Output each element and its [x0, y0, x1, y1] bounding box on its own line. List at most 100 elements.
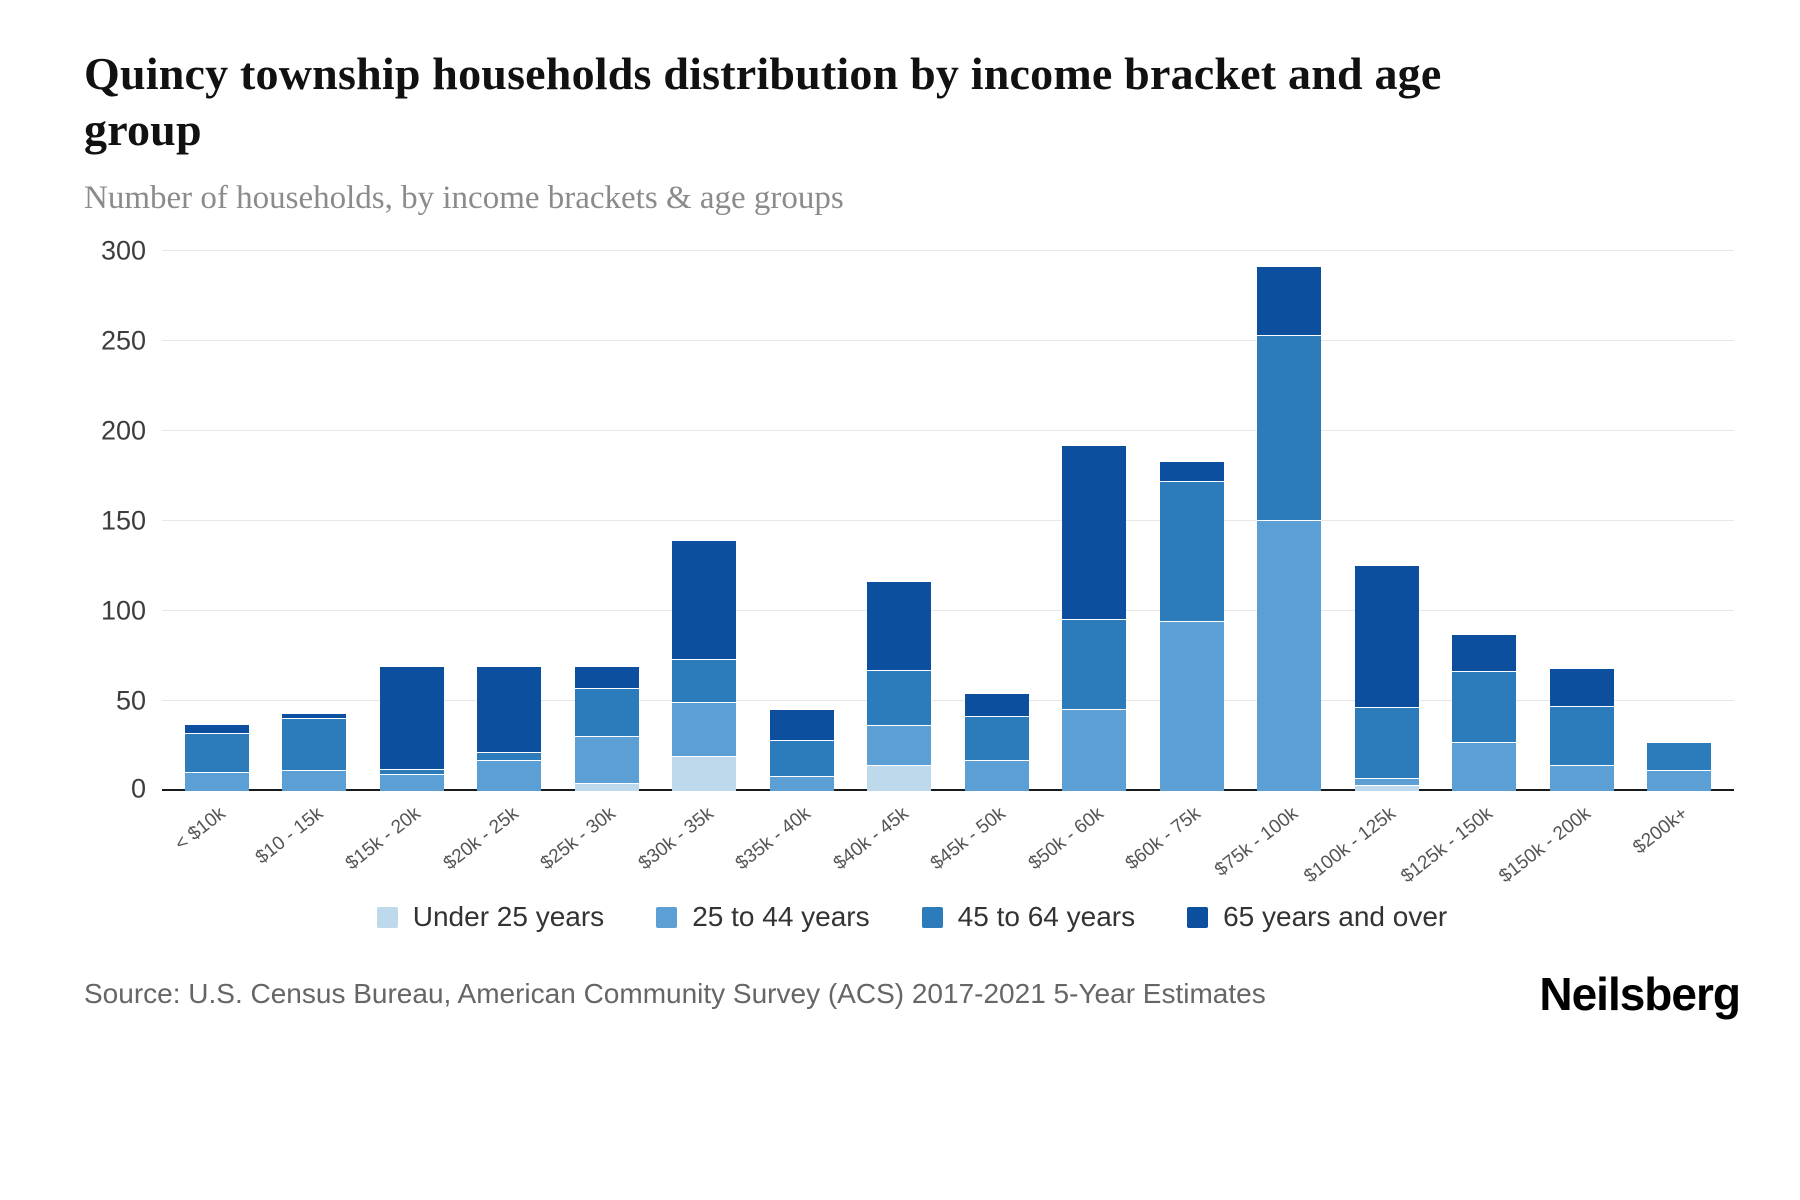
gridline	[162, 340, 1734, 342]
plot-area: 0 50 100 150 200 250 300	[101, 236, 1734, 804]
bar-slot	[1046, 251, 1144, 792]
bar-segment	[574, 667, 639, 689]
chart-subtitle: Number of households, by income brackets…	[84, 180, 844, 217]
bar-segment	[1062, 710, 1127, 792]
bar-segment	[477, 667, 542, 754]
bar-segment	[574, 737, 639, 785]
bar-segment	[769, 776, 834, 792]
legend-item: 65 years and over	[1187, 901, 1447, 933]
stacked-bar	[574, 667, 639, 792]
bar-segment	[1257, 335, 1322, 522]
stacked-bar	[867, 582, 932, 792]
x-axis-labels: < $10k $10 - 15k $15k - 20k $20k - 25k $25k …	[162, 791, 1734, 887]
y-tick-label: 250	[100, 325, 146, 356]
bar-segment	[1452, 634, 1517, 673]
bar-segment	[1159, 622, 1224, 792]
bar-segment	[1159, 481, 1224, 623]
bar-slot	[656, 251, 754, 792]
bar-slot	[1631, 251, 1729, 792]
bar-segment	[672, 757, 737, 792]
gridline	[162, 520, 1734, 522]
source-attribution: Source: U.S. Census Bureau, American Com…	[84, 978, 1266, 1010]
bar-segment	[867, 582, 932, 671]
stacked-bar	[184, 724, 249, 792]
bar-segment	[1354, 785, 1419, 792]
bar-segment	[1452, 672, 1517, 743]
x-label-slot: $25k - 30k	[537, 791, 656, 883]
legend-item: Under 25 years	[376, 901, 605, 933]
bar-segment	[1354, 566, 1419, 709]
chart-title: Quincy township households distribution …	[84, 48, 1442, 156]
legend-label: 65 years and over	[1223, 901, 1448, 933]
bar-slot	[1436, 251, 1534, 792]
stacked-bar	[1062, 445, 1127, 792]
bar-segment	[867, 766, 932, 792]
bar-segment	[379, 769, 444, 776]
x-label-slot: $40k - 45k	[829, 791, 949, 883]
gridline	[162, 610, 1734, 612]
bar-slot	[753, 251, 851, 792]
stacked-bar	[1354, 566, 1419, 792]
bar-segment	[1257, 267, 1322, 336]
bars-container	[162, 251, 1734, 792]
stacked-bar	[1549, 668, 1614, 792]
bar-segment	[964, 694, 1029, 718]
bar-segment	[1062, 620, 1127, 711]
bar-segment	[477, 760, 542, 792]
neilsberg-logo: Neilsberg	[1539, 968, 1741, 1021]
bar-slot	[851, 251, 949, 792]
stacked-bar	[1159, 461, 1224, 792]
x-label-slot: $200k+	[1629, 791, 1729, 883]
gridline	[162, 250, 1734, 252]
x-label-slot: $150k - 200k	[1495, 791, 1631, 887]
stacked-bar	[1257, 267, 1322, 792]
bar-segment	[672, 541, 737, 660]
stacked-bar	[477, 667, 542, 792]
stacked-bar	[769, 710, 834, 792]
bar-slot	[558, 251, 656, 792]
bar-segment	[1647, 742, 1712, 772]
bar-slot	[1533, 251, 1631, 792]
stacked-bar-chart: 0 50 100 150 200 250 300 < $10k $10 - 15k $15k -…	[84, 236, 1740, 933]
x-label-slot: $10 - 15k	[252, 791, 364, 883]
bar-segment	[379, 775, 444, 792]
stacked-bar	[1647, 742, 1712, 792]
y-tick-label: 200	[100, 415, 146, 446]
bar-slot	[1241, 251, 1339, 792]
legend-label: 45 to 64 years	[957, 901, 1136, 933]
stacked-bar	[964, 694, 1029, 792]
y-tick-label: 50	[115, 685, 146, 716]
bar-segment	[574, 784, 639, 792]
bar-segment	[867, 670, 932, 727]
bar-segment	[672, 659, 737, 704]
bar-slot	[363, 251, 461, 792]
legend-swatch	[376, 906, 398, 928]
x-tick-label: $200k+	[1629, 803, 1693, 859]
gridline	[162, 430, 1734, 432]
bar-segment	[379, 667, 444, 770]
bar-segment	[964, 717, 1029, 761]
bar-slot	[1338, 251, 1436, 792]
legend-label: Under 25 years	[412, 901, 605, 933]
bar-segment	[1647, 771, 1712, 792]
stacked-bar	[672, 541, 737, 792]
stacked-bar	[379, 667, 444, 792]
chart-page: Quincy township households distribution …	[84, 48, 1741, 1021]
gridline	[162, 700, 1734, 702]
bar-segment	[964, 760, 1029, 792]
y-tick-label: 150	[100, 505, 146, 536]
bar-segment	[574, 688, 639, 738]
stacked-bar	[1452, 634, 1517, 792]
bar-segment	[1549, 706, 1614, 767]
bar-segment	[282, 713, 347, 720]
bar-segment	[1354, 708, 1419, 779]
stacked-bar	[282, 713, 347, 792]
legend-item: 45 to 64 years	[921, 901, 1136, 933]
x-label-slot: $30k - 35k	[634, 791, 754, 883]
bar-segment	[1452, 742, 1517, 792]
bar-segment	[1549, 668, 1614, 707]
chart-legend: Under 25 years 25 to 44 years 45 to 64 yea…	[84, 901, 1740, 933]
bar-segment	[1549, 766, 1614, 792]
chart-footer: Source: U.S. Census Bureau, American Com…	[84, 967, 1741, 1021]
x-label-slot: $20k - 25k	[439, 791, 559, 883]
